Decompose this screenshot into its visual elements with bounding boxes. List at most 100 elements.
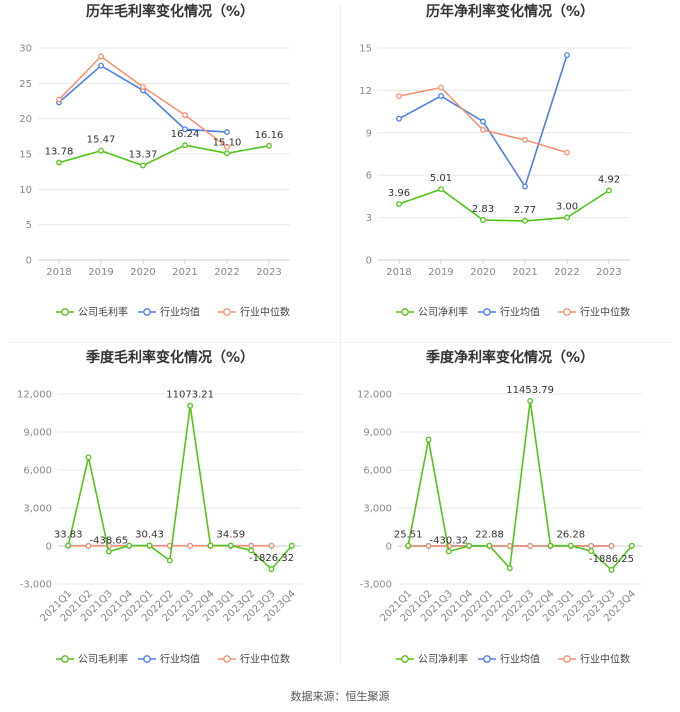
legend: 公司净利率 行业均值 行业中位数 [396, 653, 630, 666]
quarterly-gross-margin-chart: 季度毛利率变化情况（%） -3,000 0 3,000 6,000 9,000 12,000… [0, 346, 340, 686]
legend-marker [563, 655, 571, 663]
data-point [608, 542, 615, 549]
data-label: 25.51 [394, 530, 423, 541]
data-point [268, 566, 275, 573]
x-tick-label: 2018 [46, 267, 71, 278]
y-tick-label: 5 [26, 220, 32, 231]
legend-marker [483, 655, 491, 663]
x-tick-label: 2020 [130, 267, 155, 278]
series-line [58, 144, 270, 167]
legend: 公司毛利率 行业均值 行业中位数 [56, 653, 290, 666]
data-point [438, 84, 444, 91]
data-point [187, 542, 194, 549]
y-tick-label: 3,000 [363, 504, 392, 515]
data-point [480, 127, 486, 133]
data-point [224, 129, 230, 136]
horizontal-divider [8, 342, 672, 343]
data-label: 16.24 [171, 129, 200, 140]
annual-net-margin-chart: 历年净利率变化情况（%） 0 3 6 9 12 15 2018 2019 2020 2021 2022… [340, 0, 680, 340]
data-point [527, 542, 534, 549]
legend-marker [61, 655, 69, 663]
legend-label: 行业中位数 [580, 306, 630, 319]
data-label: 3.00 [556, 202, 578, 213]
y-tick-label: 20 [19, 114, 32, 125]
legend-marker [401, 655, 409, 663]
data-point [425, 542, 432, 549]
x-tick-label: 2019 [88, 267, 113, 278]
chart-svg: 历年毛利率变化情况（%） 0 5 10 15 20 25 30 2018 2019 2020 2021… [19, 3, 290, 319]
legend-marker [563, 308, 571, 316]
data-point [564, 149, 570, 156]
data-point [268, 542, 275, 549]
data-point [288, 542, 295, 549]
chart-svg: 季度净利率变化情况（%） -3,000 0 3,000 6,000 9,000 12,000… [357, 349, 642, 666]
y-tick-label: 9 [366, 128, 372, 139]
x-tick-label: 2020 [470, 267, 495, 278]
x-tick-label: 2022 [214, 267, 239, 278]
data-point [564, 52, 570, 59]
series-line [67, 405, 293, 571]
data-point [396, 93, 402, 100]
y-tick-label: 12,000 [17, 390, 52, 401]
y-tick-label: 25 [19, 79, 32, 90]
y-tick-label: 12 [359, 86, 372, 97]
data-point [187, 402, 194, 409]
chart-title: 历年净利率变化情况（%） [426, 3, 594, 20]
chart-svg: 历年净利率变化情况（%） 0 3 6 9 12 15 2018 2019 2020 2021 2022… [359, 3, 630, 319]
data-point [182, 112, 188, 119]
data-point [105, 548, 112, 555]
data-point [182, 126, 188, 133]
chart-title: 季度净利率变化情况（%） [425, 349, 594, 366]
data-point [547, 542, 554, 549]
data-label: 16.16 [255, 130, 284, 141]
y-tick-label: 6 [366, 171, 372, 182]
data-point [98, 53, 104, 60]
data-point [146, 542, 153, 549]
legend-label: 行业均值 [500, 306, 540, 319]
data-point [85, 454, 92, 461]
data-point [445, 548, 452, 555]
data-label: -430.32 [430, 535, 469, 546]
y-tick-label: 3,000 [23, 504, 52, 515]
data-label: 11073.21 [166, 390, 214, 401]
data-point [438, 93, 444, 100]
legend-marker [401, 308, 409, 316]
legend-label: 行业均值 [160, 306, 200, 319]
data-source-footer: 数据来源：恒生聚源 [290, 690, 390, 703]
series-line [398, 188, 610, 222]
y-tick-label: 0 [26, 256, 32, 267]
data-point [166, 557, 173, 564]
y-tick-label: 10 [19, 185, 32, 196]
data-label: 3.96 [388, 188, 410, 199]
legend-label: 行业中位数 [240, 306, 290, 319]
data-label: 22.88 [475, 530, 504, 541]
data-point [65, 542, 72, 549]
data-label: -1826.32 [249, 553, 294, 564]
data-label: -438.65 [90, 536, 129, 547]
y-tick-label: -3,000 [360, 580, 392, 591]
data-label: 30.43 [135, 530, 164, 541]
legend: 公司毛利率 行业均值 行业中位数 [56, 306, 290, 319]
data-point [85, 542, 92, 549]
data-label: -1886.25 [589, 554, 634, 565]
data-label: 2.83 [472, 204, 494, 215]
data-label: 13.37 [129, 150, 158, 161]
legend-marker [143, 655, 151, 663]
data-label: 15.10 [213, 137, 242, 148]
data-point [608, 566, 615, 573]
data-label: 15.47 [87, 135, 116, 146]
data-point [56, 159, 62, 166]
y-tick-label: 9,000 [363, 428, 392, 439]
data-point [628, 542, 635, 549]
data-point [224, 150, 230, 157]
data-label: 34.59 [217, 530, 246, 541]
data-point [140, 83, 146, 90]
data-label: 11453.79 [506, 385, 554, 396]
data-point [248, 547, 255, 554]
data-label: 26.28 [557, 530, 586, 541]
data-point [227, 542, 234, 549]
data-point [98, 62, 104, 69]
series-line [407, 400, 633, 572]
chart-title: 季度毛利率变化情况（%） [85, 349, 254, 366]
y-tick-label: 30 [19, 44, 32, 55]
